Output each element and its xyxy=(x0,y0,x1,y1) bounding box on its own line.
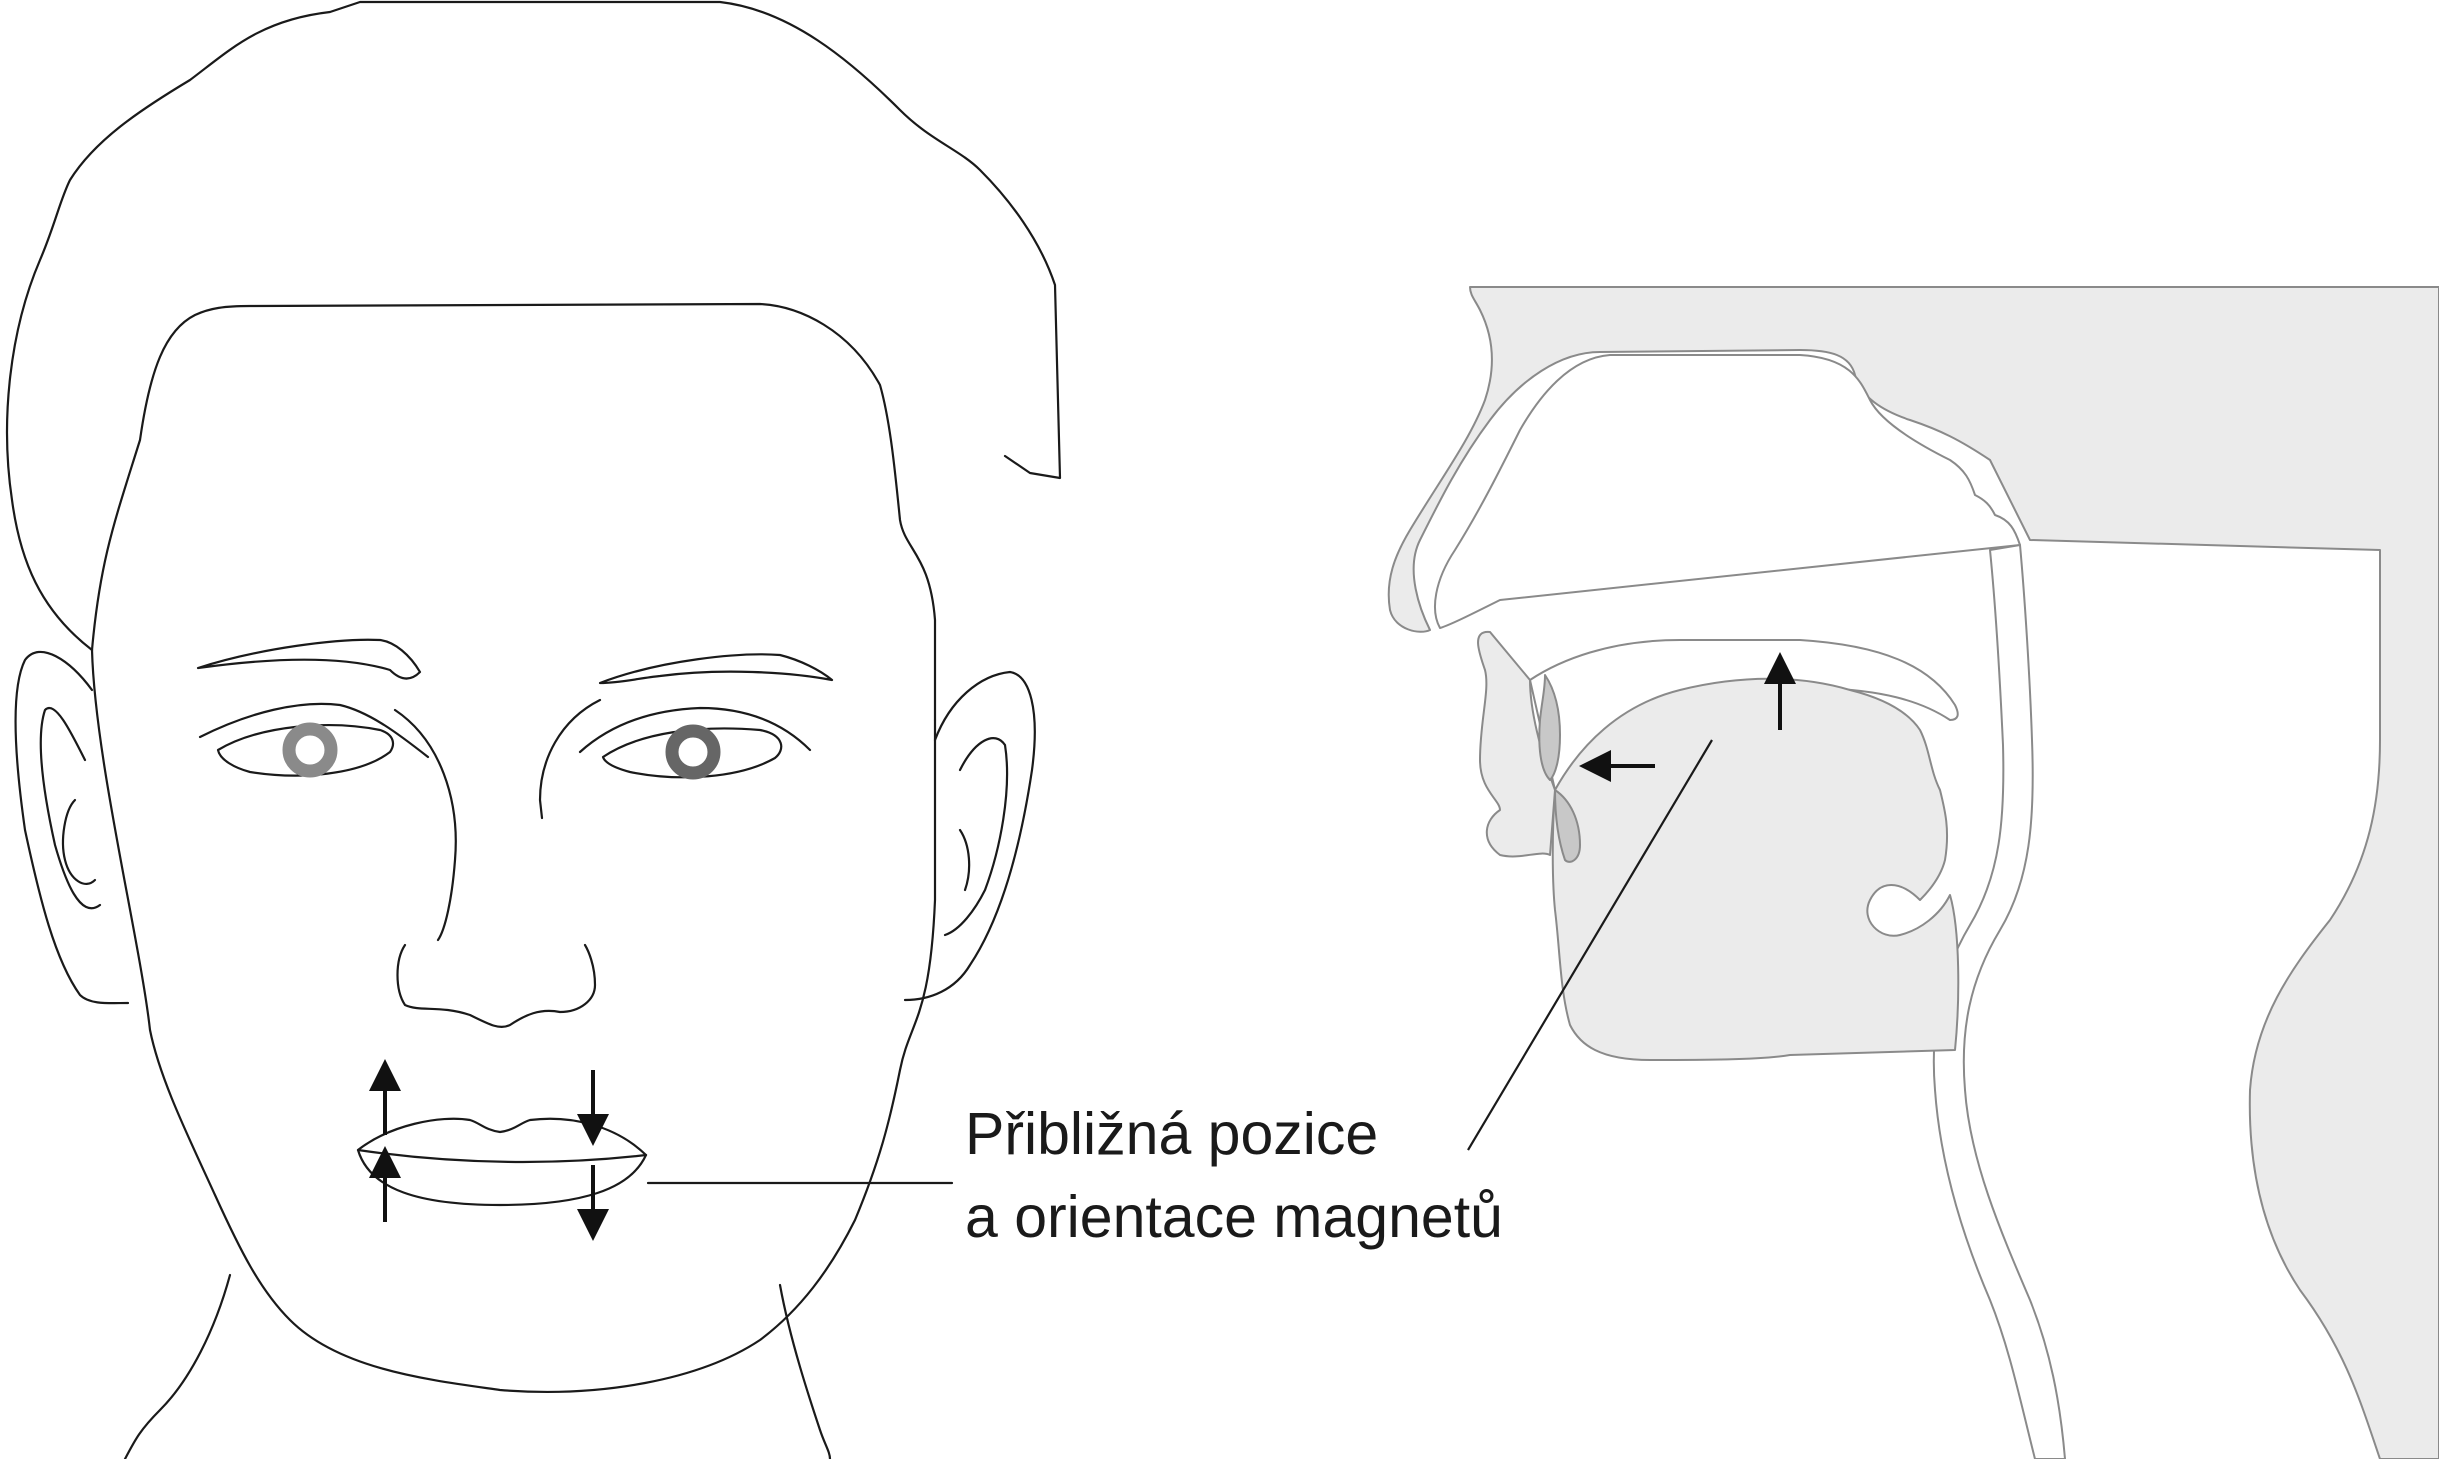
lower-lip xyxy=(356,1148,648,1207)
front-face xyxy=(5,0,1062,1459)
lip-arrows xyxy=(369,1059,609,1241)
upper-lip xyxy=(356,1117,648,1164)
ear-left-inner xyxy=(39,707,102,910)
nose xyxy=(396,943,597,1029)
eyebrow-right xyxy=(598,653,834,685)
ear-right-inner-2 xyxy=(958,828,971,892)
iris-left xyxy=(282,722,338,778)
hair-outline xyxy=(5,0,1062,652)
tongue xyxy=(1551,677,1960,1061)
iris-right xyxy=(665,724,721,780)
pharynx xyxy=(1932,544,2066,1459)
ear-left-inner-2 xyxy=(61,798,97,885)
head-tissue xyxy=(1387,286,2439,1459)
sagittal-section xyxy=(1387,286,2439,1459)
lower-incisor xyxy=(1554,789,1581,863)
eye-left-crease xyxy=(198,702,430,759)
ear-right-inner xyxy=(943,737,1009,937)
nasal-cavity xyxy=(1434,354,2021,629)
leader-line-sagittal xyxy=(1467,739,1713,1151)
ear-left xyxy=(14,650,130,1005)
eyebrow-left xyxy=(196,638,422,680)
upper-incisor xyxy=(1538,674,1561,781)
cheek-left-line xyxy=(393,708,457,942)
eye-right-crease xyxy=(578,706,812,754)
label-line-2: a orientace magnetů xyxy=(965,1184,1503,1250)
face-jaw xyxy=(90,648,937,1393)
ear-right xyxy=(903,670,1036,1002)
hairline xyxy=(90,302,937,722)
sagittal-arrows xyxy=(1579,652,1796,782)
neck-right xyxy=(778,1283,832,1459)
label-line-1: Přibližná pozice xyxy=(965,1101,1379,1167)
cheek-right-line xyxy=(538,698,602,820)
neck-left xyxy=(123,1273,232,1459)
